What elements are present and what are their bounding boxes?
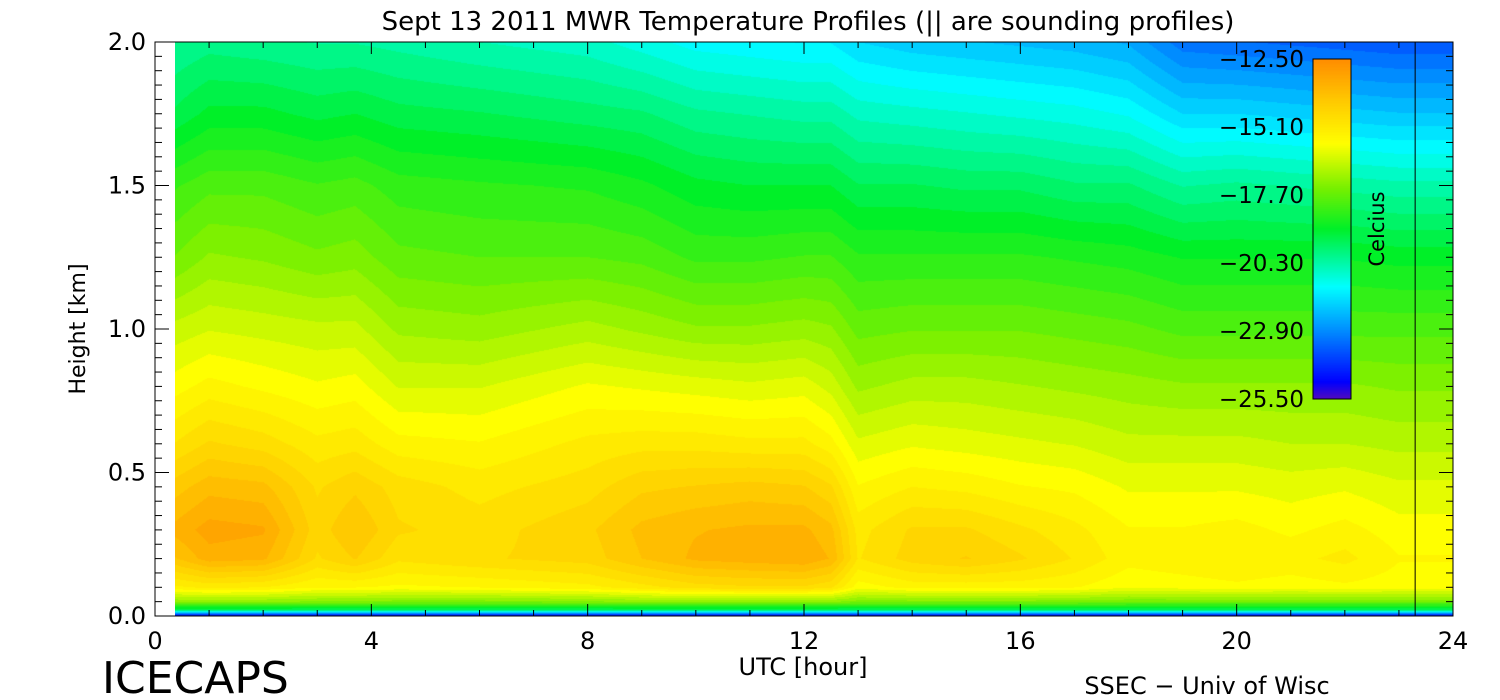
colorbar-tick-label-1: −15.10 (1219, 115, 1304, 141)
y-tick-labels: 0.0 0.5 1.0 1.5 2.0 (108, 28, 146, 630)
y-tick-label-4: 2.0 (108, 28, 146, 56)
colorbar: −12.50 −15.10 −17.70 −20.30 −22.90 −25.50 Cel… (1219, 47, 1389, 413)
plot-area (154, 41, 1454, 617)
axis-ticks (154, 41, 1454, 617)
colorbar-frame (1312, 58, 1352, 400)
colorbar-tick-label-0: −12.50 (1219, 47, 1304, 73)
chart-title: Sept 13 2011 MWR Temperature Profiles (|… (382, 7, 1235, 37)
colorbar-tick-label-4: −22.90 (1219, 319, 1304, 345)
x-tick-label-1: 4 (364, 627, 379, 655)
colorbar-label: Celcius (1365, 191, 1389, 266)
y-tick-label-1: 0.5 (108, 459, 146, 487)
colorbar-tick-label-5: −25.50 (1219, 387, 1304, 413)
y-tick-label-3: 1.5 (108, 172, 146, 200)
y-tick-label-0: 0.0 (108, 602, 146, 630)
icecaps-logo: ICECAPS (102, 653, 289, 700)
x-tick-labels: 0 4 8 12 16 20 24 (147, 627, 1468, 655)
colorbar-tick-label-3: −20.30 (1219, 251, 1304, 277)
y-axis-label: Height [km] (66, 263, 91, 394)
colorbar-tick-label-2: −17.70 (1219, 183, 1304, 209)
x-axis-label: UTC [hour] (739, 653, 868, 681)
x-tick-label-6: 24 (1438, 627, 1469, 655)
x-tick-label-3: 12 (789, 627, 820, 655)
x-tick-label-4: 16 (1005, 627, 1036, 655)
y-tick-label-2: 1.0 (108, 315, 146, 343)
credit-text: SSEC − Univ of Wisc (1084, 672, 1329, 700)
colorbar-gradient (1313, 59, 1351, 399)
colorbar-tick-labels: −12.50 −15.10 −17.70 −20.30 −22.90 −25.50 (1219, 47, 1304, 413)
x-tick-label-0: 0 (147, 627, 162, 655)
x-tick-label-2: 8 (580, 627, 595, 655)
x-tick-label-5: 20 (1221, 627, 1252, 655)
